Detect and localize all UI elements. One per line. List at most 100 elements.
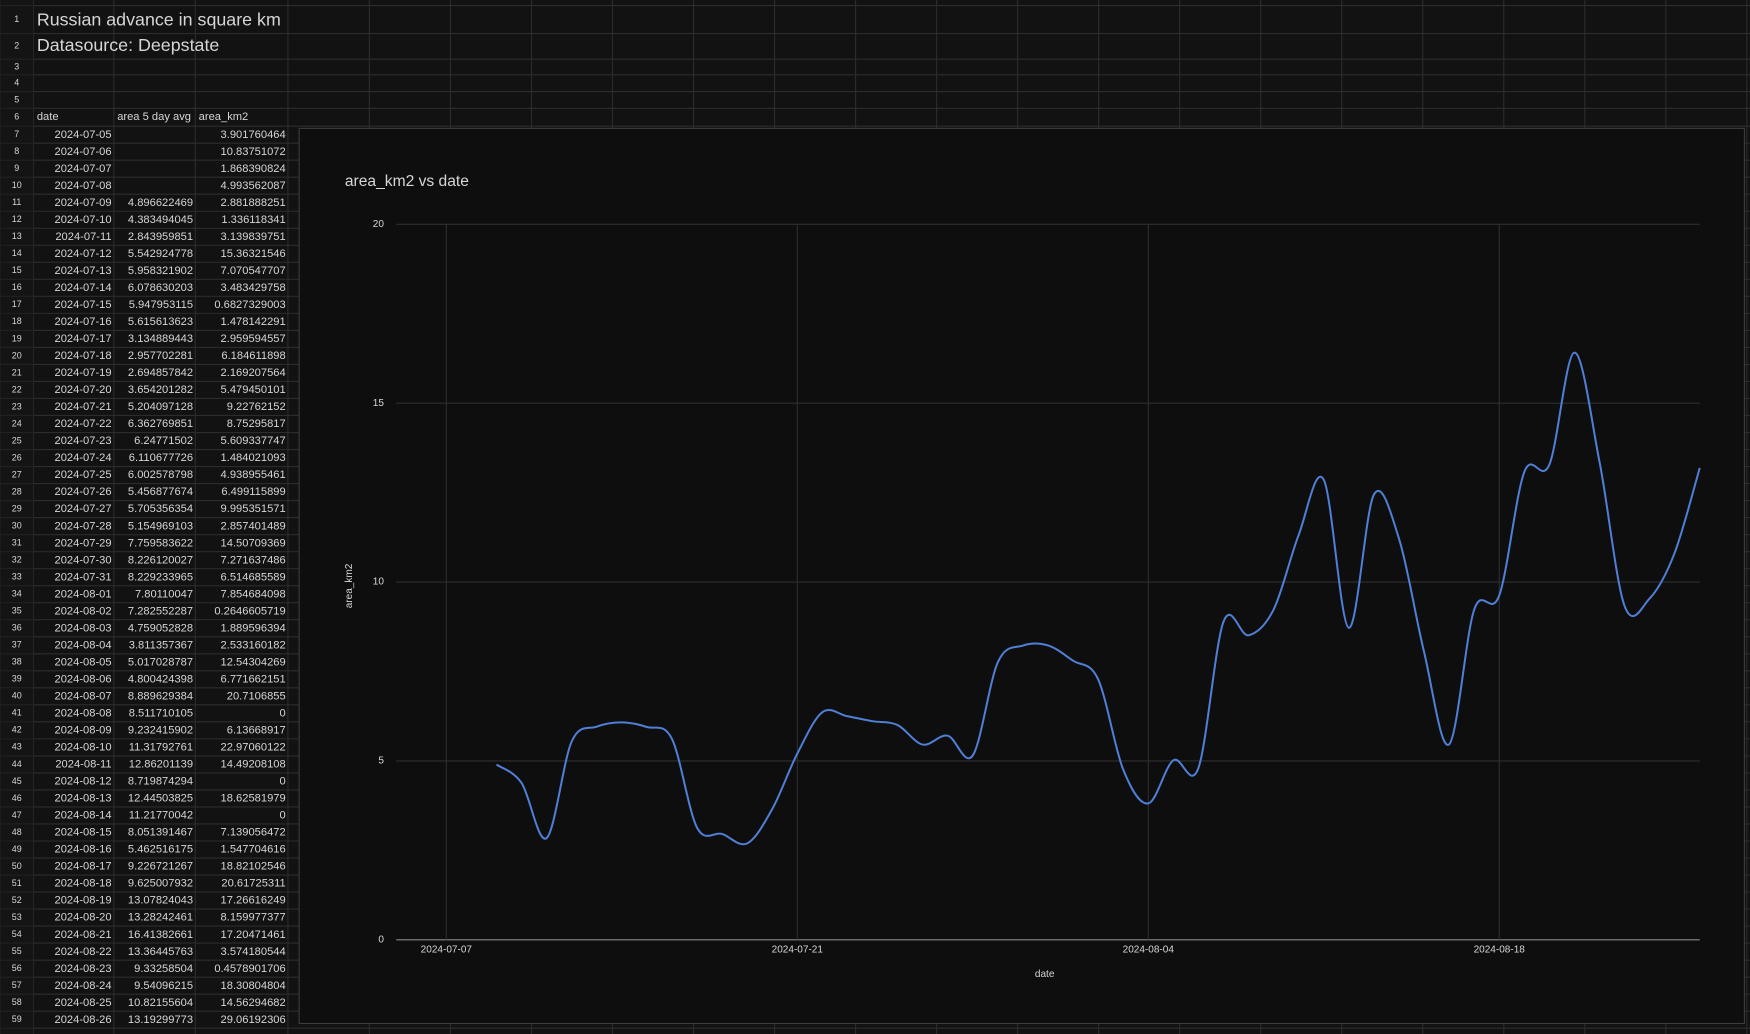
number-cell: 29.06192306 [221, 1014, 286, 1026]
number-cell: 8.75295817 [227, 418, 286, 430]
date-cell: 2024-08-15 [55, 827, 112, 839]
date-cell: 2024-07-08 [55, 180, 112, 192]
number-cell: 8.719874294 [128, 776, 193, 788]
number-cell: 12.54304269 [221, 656, 286, 668]
number-cell: 8.159977377 [221, 912, 286, 924]
number-cell: 9.226721267 [128, 861, 193, 873]
row-number: 24 [12, 418, 22, 428]
date-cell: 2024-08-26 [55, 1014, 112, 1026]
date-cell: 2024-07-31 [55, 571, 112, 583]
row-number: 44 [12, 759, 22, 769]
row-number: 49 [12, 844, 22, 854]
number-cell: 9.22762152 [227, 401, 286, 413]
number-cell: 5.154969103 [128, 520, 193, 532]
number-cell: 5.479450101 [221, 384, 286, 396]
row-number: 37 [12, 640, 22, 650]
number-cell: 2.881888251 [221, 197, 286, 209]
number-cell: 6.13668917 [227, 725, 286, 737]
date-cell: 2024-08-05 [55, 656, 112, 668]
number-cell: 7.139056472 [221, 827, 286, 839]
date-cell: 2024-07-25 [55, 469, 112, 481]
number-cell: 14.50709369 [221, 537, 286, 549]
cells: 1234567891011121314151617181920212223242… [12, 9, 286, 1025]
number-cell: 5.705356354 [128, 503, 193, 515]
number-cell: 16.41382661 [128, 929, 193, 941]
date-cell: 2024-08-18 [55, 878, 112, 890]
number-cell: 6.184611898 [221, 350, 285, 362]
row-number: 53 [12, 912, 22, 922]
number-cell: 2.533160182 [221, 639, 286, 651]
chart: area_km2 vs date date area_km2 0 5 10 15 20 2024… [298, 127, 1745, 1025]
column-header: area 5 day avg [117, 111, 191, 123]
date-cell: 2024-08-24 [55, 980, 112, 992]
number-cell: 4.938955461 [221, 469, 286, 481]
row-number: 8 [14, 146, 19, 156]
row-number: 46 [12, 793, 22, 803]
number-cell: 5.462516175 [128, 844, 193, 856]
number-cell: 9.54096215 [134, 980, 193, 992]
date-cell: 2024-07-16 [55, 316, 112, 328]
number-cell: 6.002578798 [128, 469, 193, 481]
sheet-title: Russian advance in square km [37, 9, 281, 29]
chart-title: area_km2 vs date [345, 173, 469, 190]
number-cell: 22.97060122 [221, 742, 286, 754]
number-cell: 20.7106855 [227, 690, 286, 702]
chart-area [298, 127, 1745, 1025]
date-cell: 2024-08-10 [55, 742, 112, 754]
row-number: 21 [12, 367, 22, 377]
number-cell: 7.271637486 [221, 554, 286, 566]
date-cell: 2024-08-23 [55, 963, 112, 975]
number-cell: 17.20471461 [221, 929, 286, 941]
y-tick-label: 20 [373, 219, 385, 230]
date-cell: 2024-07-17 [55, 333, 112, 345]
number-cell: 11.21770042 [129, 810, 193, 822]
number-cell: 6.514685589 [221, 571, 286, 583]
row-number: 34 [12, 589, 22, 599]
y-tick-label: 15 [373, 398, 385, 409]
row-number: 1 [14, 14, 19, 24]
number-cell: 18.62581979 [221, 793, 286, 805]
row-number: 19 [12, 333, 22, 343]
number-cell: 3.574180544 [221, 946, 286, 958]
date-cell: 2024-07-11 [55, 231, 111, 243]
number-cell: 1.889596394 [221, 622, 286, 634]
row-number: 25 [12, 435, 22, 445]
number-cell: 0 [279, 810, 285, 822]
y-tick-label: 10 [373, 577, 385, 588]
number-cell: 2.857401489 [221, 520, 286, 532]
y-tick-label: 5 [378, 756, 384, 767]
row-number: 31 [12, 538, 22, 548]
date-cell: 2024-08-09 [55, 725, 112, 737]
row-number: 30 [12, 520, 22, 530]
date-cell: 2024-07-30 [55, 554, 112, 566]
number-cell: 5.017028787 [128, 656, 193, 668]
row-number: 52 [12, 895, 22, 905]
number-cell: 7.854684098 [221, 588, 286, 600]
number-cell: 6.771662151 [221, 673, 286, 685]
number-cell: 12.86201139 [129, 759, 193, 771]
number-cell: 1.547704616 [221, 844, 286, 856]
date-cell: 2024-07-24 [55, 452, 112, 464]
row-number: 47 [12, 810, 22, 820]
date-cell: 2024-07-15 [55, 299, 112, 311]
column-header: date [37, 111, 59, 123]
row-number: 48 [12, 827, 22, 837]
row-number: 38 [12, 657, 22, 667]
number-cell: 15.36321546 [221, 248, 286, 260]
number-cell: 6.499115899 [221, 486, 285, 498]
y-tick-label: 0 [378, 934, 384, 945]
number-cell: 2.957702281 [128, 350, 193, 362]
number-cell: 3.654201282 [128, 384, 193, 396]
row-number: 13 [12, 231, 22, 241]
row-number: 10 [12, 180, 22, 190]
number-cell: 2.959594557 [221, 333, 286, 345]
date-cell: 2024-07-07 [55, 163, 112, 175]
number-cell: 9.625007932 [128, 878, 193, 890]
number-cell: 9.995351571 [221, 503, 286, 515]
date-cell: 2024-07-26 [55, 486, 112, 498]
row-number: 35 [12, 606, 22, 616]
x-tick-label: 2024-07-07 [421, 944, 473, 955]
date-cell: 2024-07-09 [55, 197, 112, 209]
number-cell: 7.759583622 [128, 537, 193, 549]
row-number: 28 [12, 486, 22, 496]
